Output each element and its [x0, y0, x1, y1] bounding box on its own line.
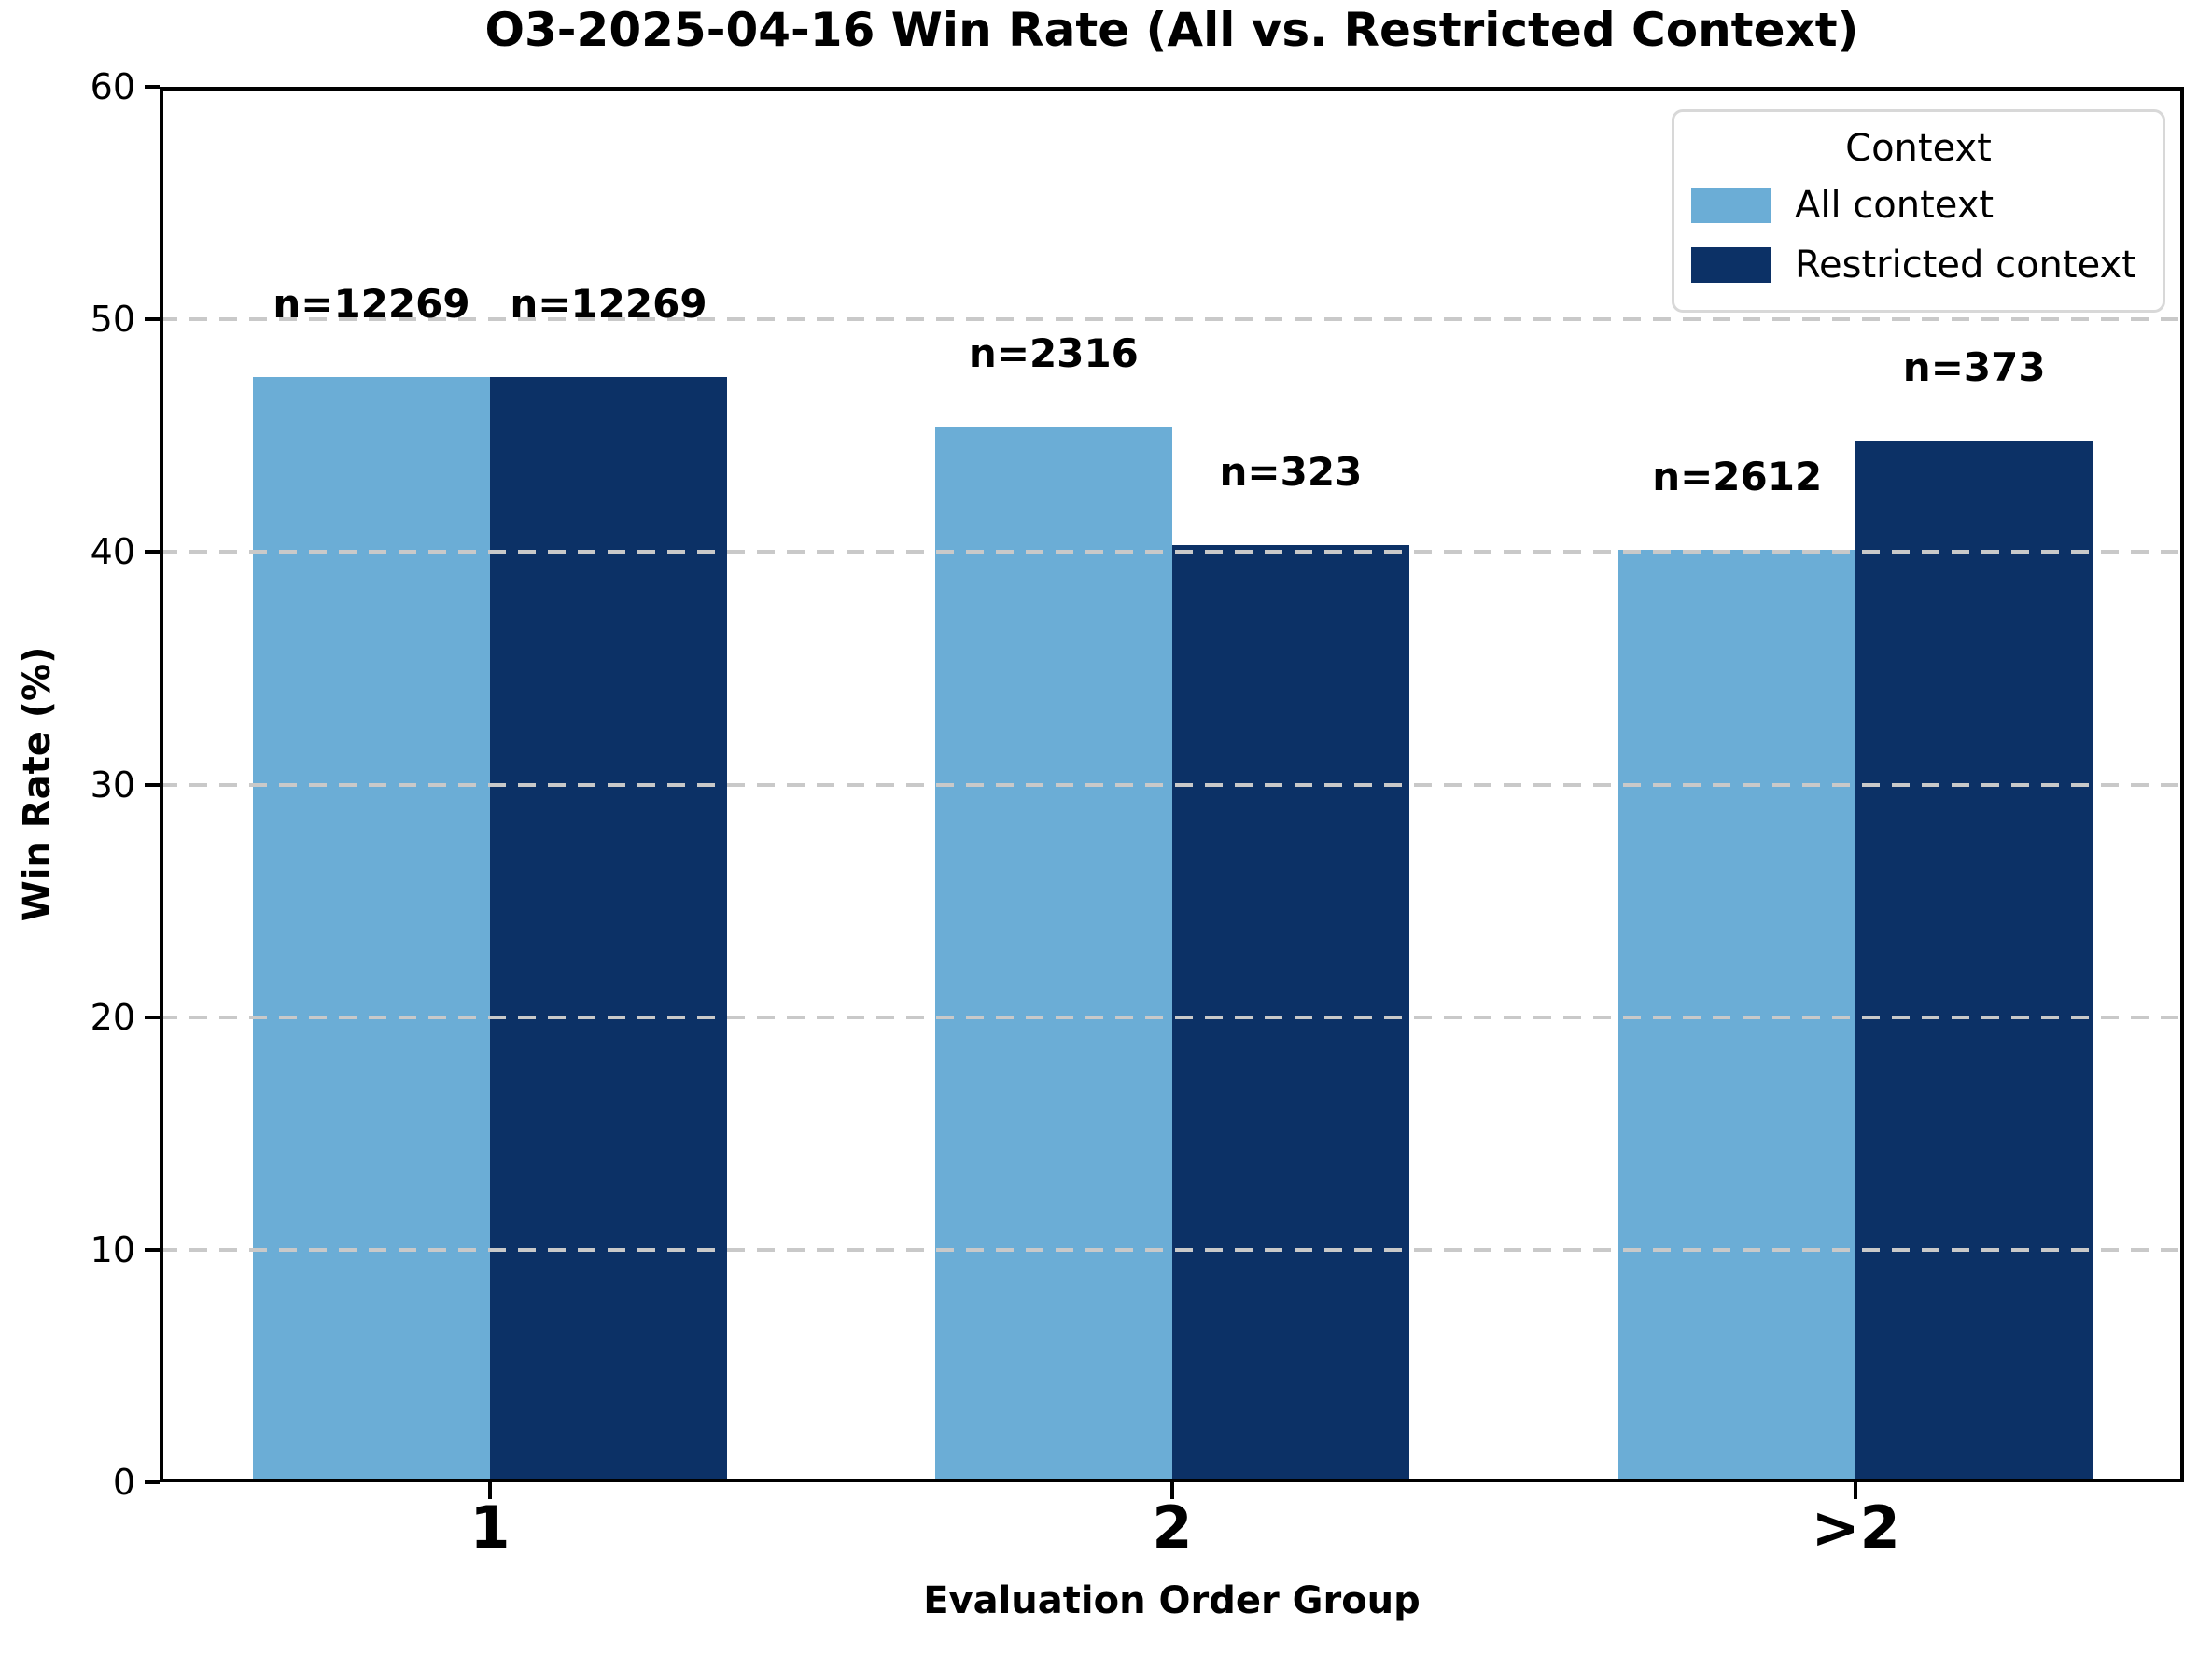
gridline-y-30 — [160, 782, 2184, 787]
x-tick-mark-2 — [1854, 1482, 1858, 1499]
bar-count-label-restricted-context-group-1: n=12269 — [510, 281, 707, 328]
x-tick-mark-1 — [487, 1482, 492, 1499]
y-tick-label-20: 20 — [90, 996, 135, 1038]
y-tick-mark-10 — [145, 1247, 160, 1252]
gridline-y-20 — [160, 1015, 2184, 1019]
legend-swatch-all-context — [1691, 188, 1771, 223]
y-axis-label: Win Rate (%) — [16, 646, 59, 922]
gridline-y-40 — [160, 550, 2184, 554]
gridline-y-10 — [160, 1247, 2184, 1252]
bar-restricted-context-group-2 — [1171, 544, 1409, 1482]
y-tick-label-10: 10 — [90, 1228, 135, 1270]
bar-count-label-all-context-group-1: n=12269 — [273, 281, 470, 328]
bar-restricted-context-group-2 — [1855, 440, 2093, 1482]
legend-label-all-context: All context — [1795, 184, 1995, 227]
y-tick-mark-30 — [145, 782, 160, 787]
y-tick-label-50: 50 — [90, 299, 135, 341]
legend: Context All context Restricted context — [1672, 109, 2165, 313]
y-tick-label-60: 60 — [90, 66, 135, 107]
legend-swatch-restricted-context — [1691, 247, 1771, 283]
chart-title: O3-2025-04-16 Win Rate (All vs. Restrict… — [484, 3, 1859, 57]
y-tick-mark-50 — [145, 317, 160, 322]
bar-count-label-restricted-context-group-2: n=323 — [1219, 448, 1363, 495]
x-axis-label: Evaluation Order Group — [923, 1579, 1421, 1622]
y-tick-label-30: 30 — [90, 764, 135, 806]
bar-count-label-all-context-group-2: n=2612 — [1652, 453, 1823, 499]
bar-count-label-restricted-context-group-2: n=373 — [1902, 343, 2046, 390]
x-tick-label-2: >2 — [1811, 1493, 1900, 1562]
legend-item-all-context: All context — [1674, 175, 2163, 235]
legend-title: Context — [1845, 127, 1992, 170]
y-tick-label-0: 0 — [112, 1462, 135, 1503]
legend-label-restricted-context: Restricted context — [1795, 244, 2136, 287]
gridline-y-50 — [160, 317, 2184, 322]
y-tick-label-40: 40 — [90, 531, 135, 573]
x-tick-label-1: 1 — [469, 1493, 511, 1562]
y-tick-mark-20 — [145, 1015, 160, 1019]
x-tick-label-2: 2 — [1152, 1493, 1193, 1562]
y-tick-mark-60 — [145, 85, 160, 89]
y-tick-mark-0 — [145, 1480, 160, 1484]
bar-all-context-group-1 — [252, 377, 490, 1482]
legend-item-restricted-context: Restricted context — [1674, 235, 2163, 295]
bar-restricted-context-group-1 — [489, 377, 727, 1482]
x-tick-mark-2 — [1169, 1482, 1174, 1499]
bar-all-context-group-2 — [934, 426, 1172, 1482]
bar-count-label-all-context-group-2: n=2316 — [968, 329, 1139, 376]
y-tick-mark-40 — [145, 550, 160, 554]
